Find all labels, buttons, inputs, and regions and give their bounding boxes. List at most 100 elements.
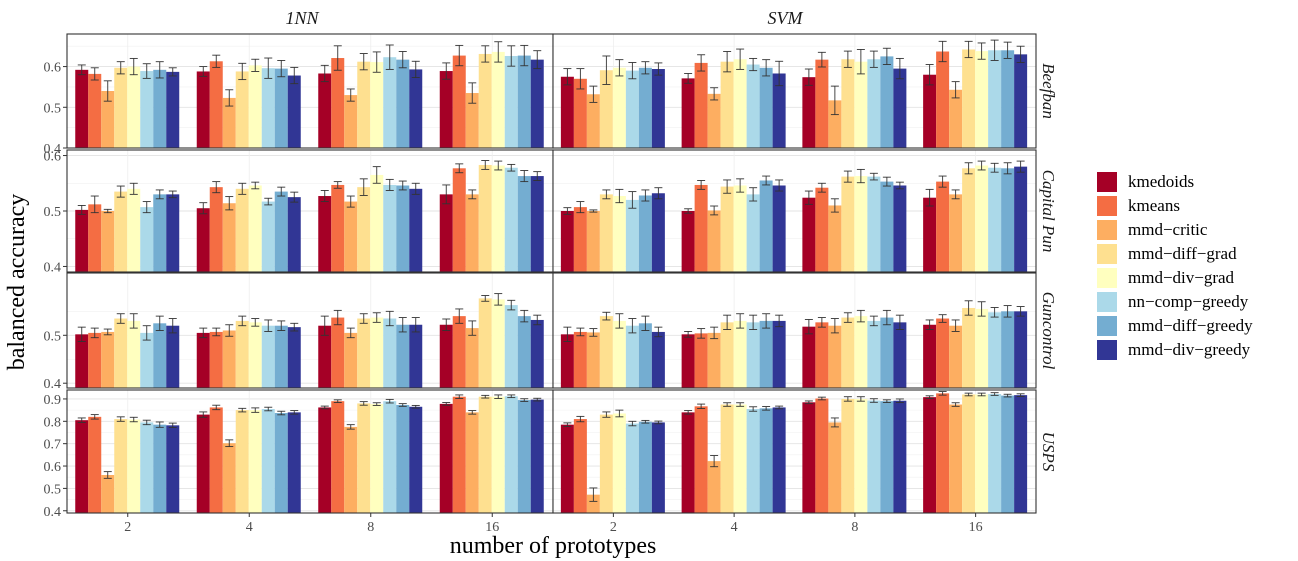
y-tick-label: 0.6 bbox=[44, 61, 62, 76]
bar-kmeans bbox=[573, 78, 587, 148]
bar-kmeans bbox=[452, 396, 466, 513]
bar-mmd-div-grad bbox=[975, 165, 989, 272]
bar-mmd-div-greedy bbox=[772, 320, 786, 388]
bar-mmd-diff-greedy bbox=[517, 316, 531, 388]
bar-kmeans bbox=[331, 317, 345, 388]
bar-mmd-diff-grad bbox=[962, 49, 976, 148]
bar-kmeans bbox=[209, 187, 223, 272]
bar-mmd-critic bbox=[222, 330, 236, 388]
bar-kmeans bbox=[331, 401, 345, 513]
x-tick-label: 4 bbox=[731, 520, 738, 535]
bar-nn-comp-greedy bbox=[625, 325, 639, 388]
bar-mmd-diff-grad bbox=[962, 307, 976, 388]
bar-mmd-diff-greedy bbox=[517, 400, 531, 513]
bar-kmeans bbox=[573, 207, 587, 272]
bar-mmd-diff-greedy bbox=[1001, 50, 1015, 148]
bar-kmedoids bbox=[802, 402, 816, 513]
bar-kmeans bbox=[88, 73, 102, 148]
column-label-svm: SVM bbox=[768, 8, 804, 28]
bar-mmd-critic bbox=[586, 494, 600, 513]
bar-mmd-div-grad bbox=[127, 320, 141, 388]
bar-mmd-diff-grad bbox=[478, 164, 492, 272]
bar-kmedoids bbox=[318, 73, 332, 148]
bar-kmeans bbox=[573, 331, 587, 388]
bar-mmd-diff-grad bbox=[720, 61, 734, 148]
bar-mmd-div-grad bbox=[733, 320, 747, 388]
legend-label: mmd−diff−greedy bbox=[1128, 316, 1253, 335]
legend: kmedoids kmeans mmd−critic mmd−diff−grad mmd… bbox=[1097, 172, 1253, 360]
bar-nn-comp-greedy bbox=[988, 50, 1002, 148]
x-tick-label: 8 bbox=[851, 520, 858, 535]
bar-mmd-div-greedy bbox=[651, 69, 665, 148]
bar-nn-comp-greedy bbox=[140, 332, 154, 388]
bar-nn-comp-greedy bbox=[867, 59, 881, 148]
bar-mmd-div-grad bbox=[370, 174, 384, 272]
bar-mmd-div-greedy bbox=[651, 331, 665, 388]
bar-nn-comp-greedy bbox=[504, 396, 518, 513]
bar-nn-comp-greedy bbox=[140, 71, 154, 148]
x-tick-label: 2 bbox=[124, 520, 131, 535]
row-strip-labels: Beefban Capital Pun Guncontrol USPS bbox=[1039, 63, 1058, 472]
legend-item: mmd−critic bbox=[1097, 220, 1208, 240]
panel-beefban-1nn: 0.4 0.5 0.6 bbox=[44, 33, 554, 157]
bar-mmd-diff-greedy bbox=[638, 323, 652, 388]
bar-nn-comp-greedy bbox=[261, 325, 275, 388]
bar-mmd-critic bbox=[344, 201, 358, 272]
bar-nn-comp-greedy bbox=[746, 409, 760, 513]
y-axis-title: balanced accuracy bbox=[4, 194, 30, 371]
bar-kmedoids bbox=[75, 334, 89, 388]
bar-nn-comp-greedy bbox=[383, 401, 397, 513]
bar-mmd-diff-grad bbox=[235, 410, 249, 513]
bar-mmd-critic bbox=[101, 331, 115, 388]
bar-kmedoids bbox=[681, 412, 695, 513]
legend-swatch bbox=[1097, 316, 1117, 336]
bar-mmd-div-greedy bbox=[530, 59, 544, 148]
bar-kmedoids bbox=[318, 196, 332, 272]
bar-kmedoids bbox=[923, 397, 937, 513]
bar-kmeans bbox=[209, 331, 223, 388]
bar-kmedoids bbox=[802, 326, 816, 388]
bar-mmd-div-grad bbox=[248, 65, 262, 148]
bar-mmd-div-greedy bbox=[1014, 54, 1028, 148]
bar-mmd-critic bbox=[707, 210, 721, 272]
bar-kmeans bbox=[88, 332, 102, 388]
panel-capital-pun-1nn: 0.4 0.5 0.6 bbox=[44, 149, 554, 275]
legend-swatch bbox=[1097, 172, 1117, 192]
bar-mmd-div-grad bbox=[854, 398, 868, 513]
bar-mmd-critic bbox=[101, 211, 115, 272]
bar-mmd-critic bbox=[828, 205, 842, 272]
bar-mmd-div-grad bbox=[491, 396, 505, 513]
legend-item: mmd−div−greedy bbox=[1097, 340, 1251, 360]
y-tick-label: 0.4 bbox=[44, 505, 62, 520]
bar-mmd-diff-grad bbox=[114, 191, 128, 272]
bar-mmd-diff-greedy bbox=[638, 67, 652, 148]
row-label-usps: USPS bbox=[1039, 432, 1058, 472]
x-tick-label: 2 bbox=[610, 520, 617, 535]
bar-mmd-diff-greedy bbox=[759, 408, 773, 513]
bar-nn-comp-greedy bbox=[988, 312, 1002, 388]
bar-kmedoids bbox=[560, 76, 574, 148]
bar-mmd-div-greedy bbox=[409, 69, 423, 148]
bar-mmd-div-greedy bbox=[772, 73, 786, 148]
bar-mmd-div-grad bbox=[248, 322, 262, 388]
bar-mmd-diff-greedy bbox=[880, 181, 894, 272]
bar-kmeans bbox=[88, 204, 102, 272]
panel-border bbox=[552, 389, 1037, 514]
bar-kmeans bbox=[694, 333, 708, 388]
y-tick-label: 0.5 bbox=[44, 205, 62, 220]
bar-kmeans bbox=[209, 407, 223, 513]
bar-mmd-div-grad bbox=[127, 188, 141, 272]
bar-mmd-div-grad bbox=[127, 419, 141, 513]
bar-mmd-diff-greedy bbox=[153, 69, 167, 148]
bar-mmd-div-grad bbox=[854, 316, 868, 388]
bar-mmd-div-grad bbox=[248, 410, 262, 513]
y-tick-label: 0.4 bbox=[44, 142, 62, 157]
bar-mmd-div-greedy bbox=[287, 75, 301, 148]
bar-kmedoids bbox=[681, 211, 695, 272]
bar-mmd-div-grad bbox=[733, 185, 747, 272]
bar-kmeans bbox=[331, 58, 345, 149]
bar-kmedoids bbox=[439, 194, 453, 272]
bar-kmeans bbox=[88, 416, 102, 513]
bar-kmedoids bbox=[681, 78, 695, 148]
panel-grid: 0.40.50.60.40.50.60.40.50.40.50.60.70.80… bbox=[44, 33, 1037, 520]
